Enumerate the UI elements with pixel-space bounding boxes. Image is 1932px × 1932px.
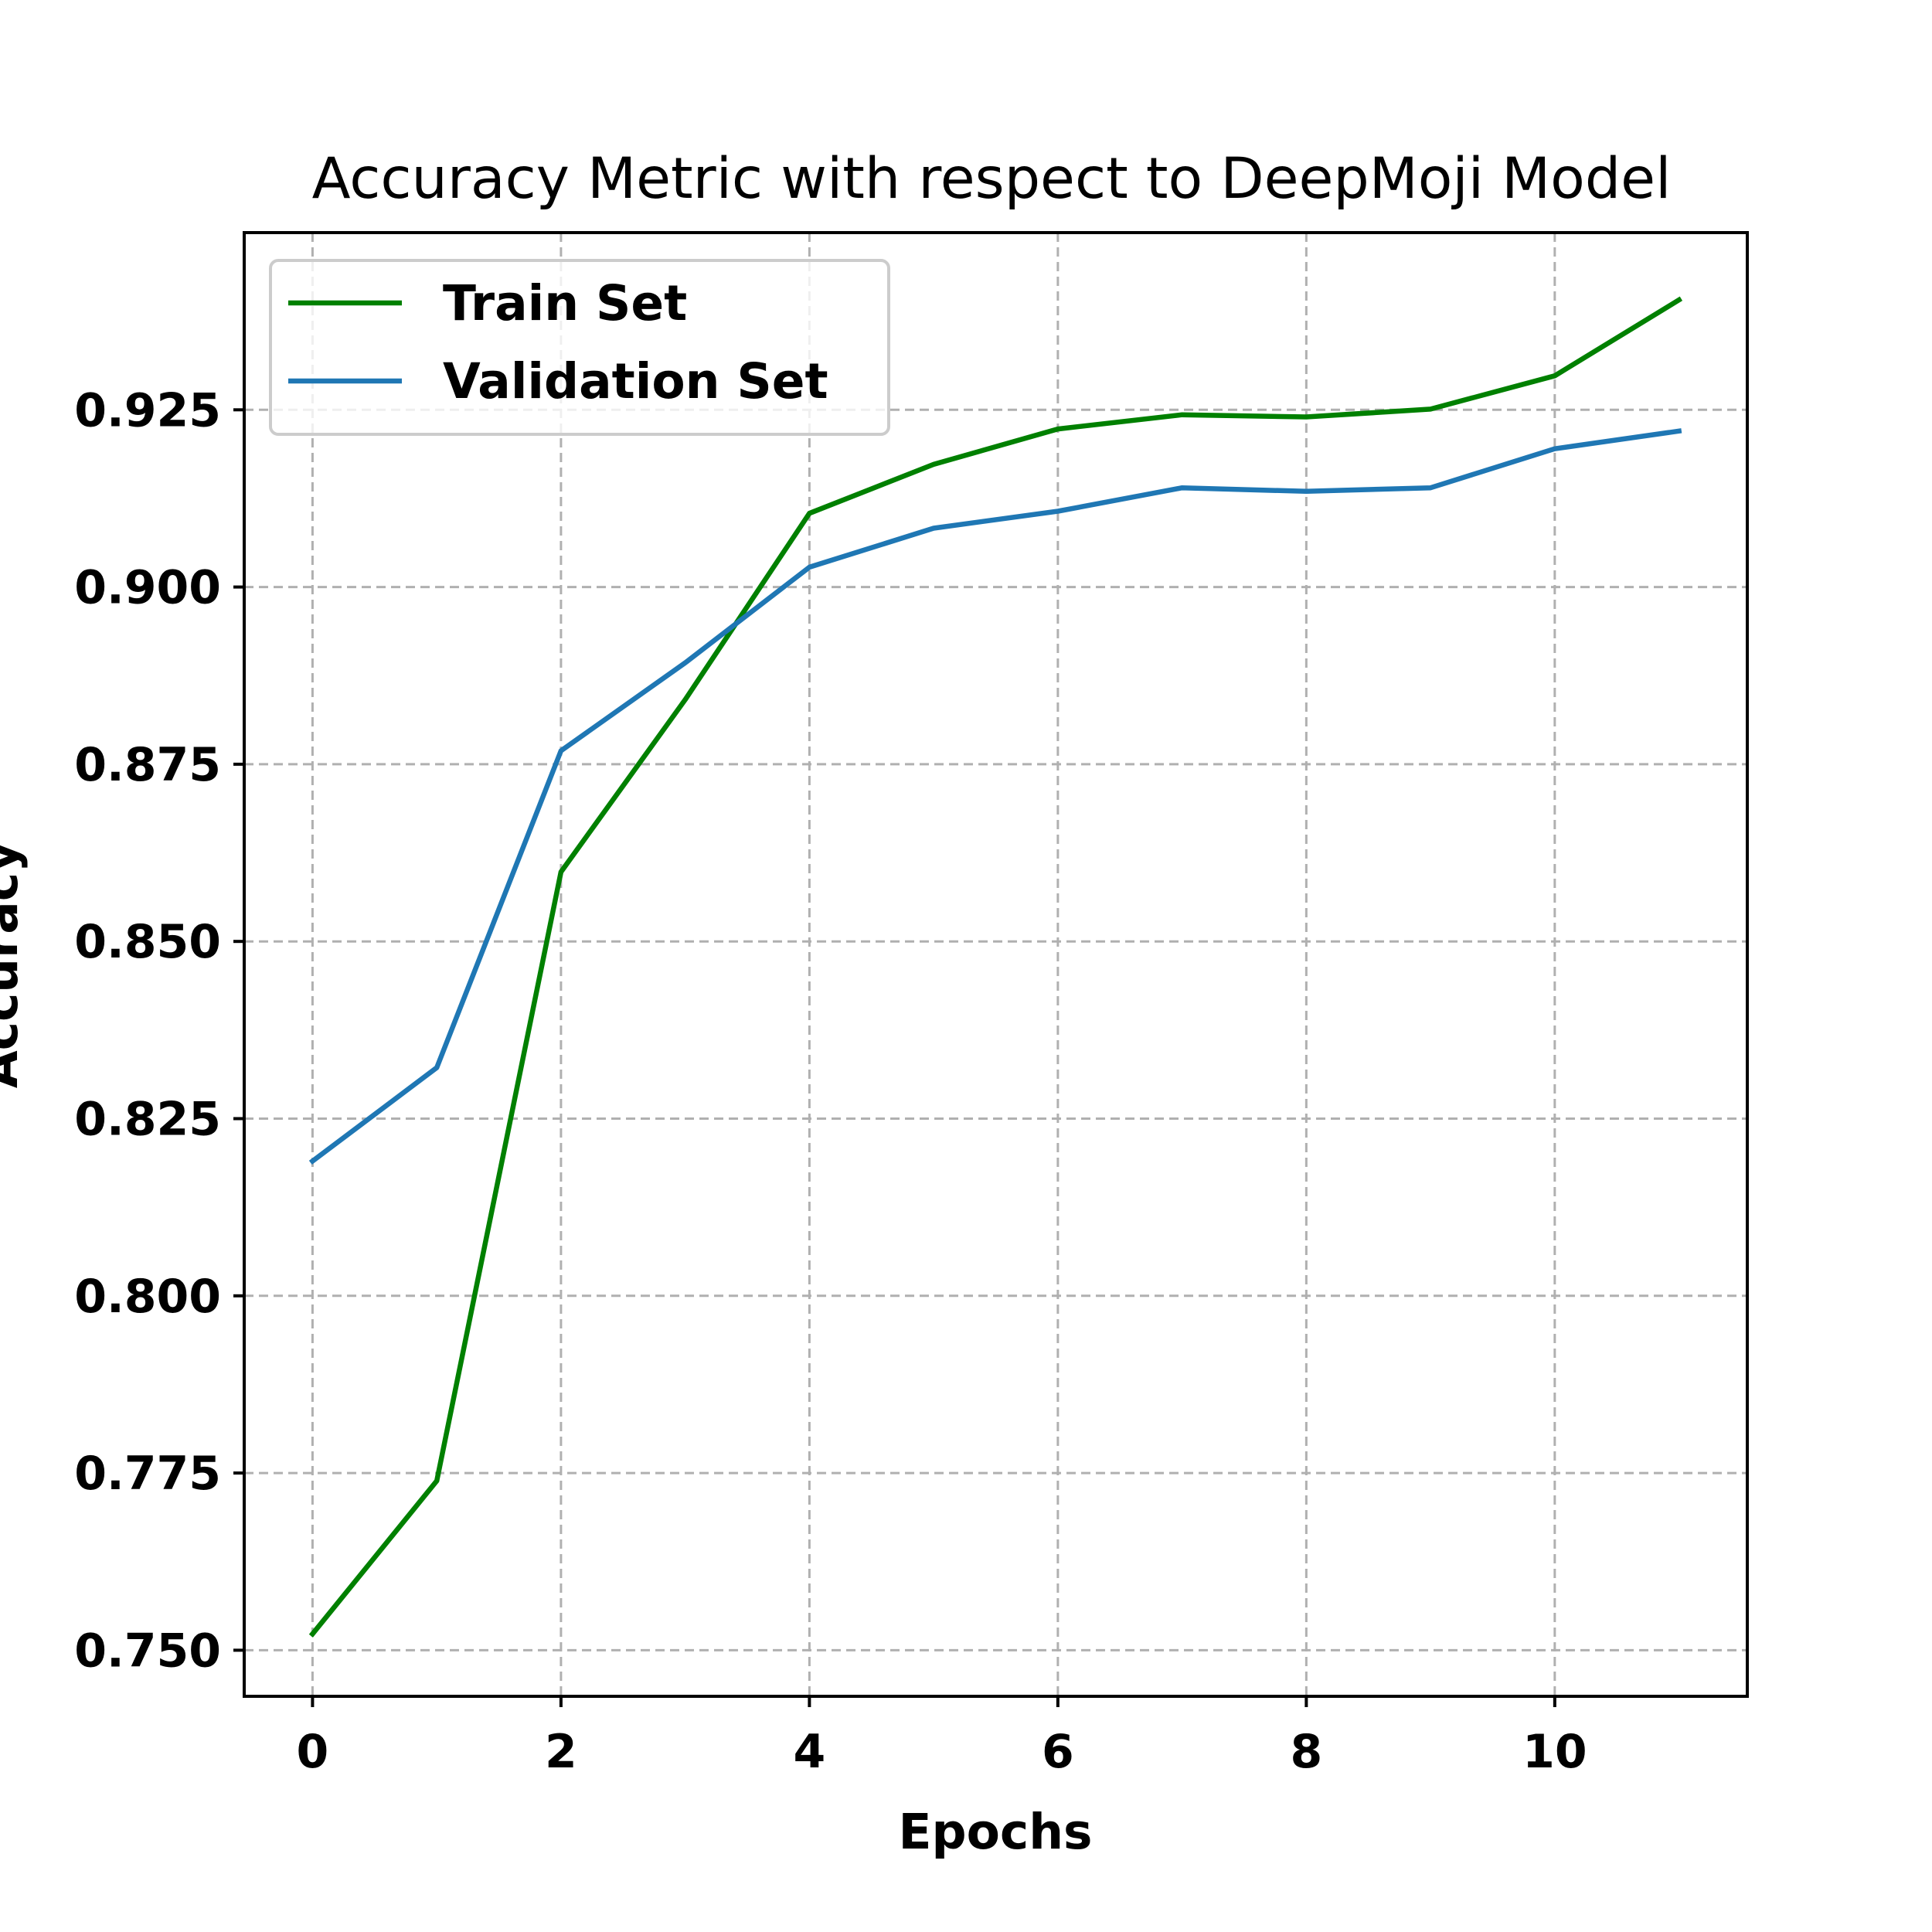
- series-line-train-set: [308, 296, 1683, 1638]
- y-tick-label: 0.775: [74, 1447, 221, 1501]
- y-tick-label: 0.850: [74, 915, 221, 969]
- series-line-validation-set: [308, 428, 1682, 1165]
- x-axis-ticks: 0 2 4 6 8 10: [297, 1696, 1587, 1779]
- chart-title: Accuracy Metric with respect to DeepMoji…: [312, 146, 1672, 212]
- grid-lines: [244, 233, 1747, 1696]
- x-tick-label: 8: [1290, 1725, 1322, 1779]
- y-tick-label: 0.825: [74, 1092, 221, 1146]
- legend-label-train-set: Train Set: [443, 275, 687, 332]
- y-tick-label: 0.925: [74, 383, 221, 437]
- x-axis-label: Epochs: [898, 1804, 1092, 1860]
- y-tick-label: 0.875: [74, 738, 221, 792]
- y-axis-ticks: 0.750 0.775 0.800 0.825 0.850 0.875 0.900 0.925: [74, 383, 244, 1678]
- x-tick-label: 4: [794, 1725, 826, 1779]
- x-tick-label: 0: [297, 1725, 329, 1779]
- y-tick-label: 0.800: [74, 1270, 221, 1324]
- legend-label-validation-set: Validation Set: [443, 353, 828, 410]
- series-lines: [308, 296, 1683, 1638]
- plot-frame: [243, 231, 1749, 1698]
- legend-box: [269, 259, 890, 436]
- y-tick-label: 0.750: [74, 1624, 221, 1678]
- y-axis-label: Accuracy: [0, 841, 29, 1088]
- x-tick-label: 10: [1522, 1725, 1587, 1779]
- y-tick-label: 0.900: [74, 561, 221, 615]
- legend: Train Set Validation Set: [269, 259, 890, 436]
- x-tick-label: 2: [545, 1725, 577, 1779]
- x-tick-label: 6: [1042, 1725, 1074, 1779]
